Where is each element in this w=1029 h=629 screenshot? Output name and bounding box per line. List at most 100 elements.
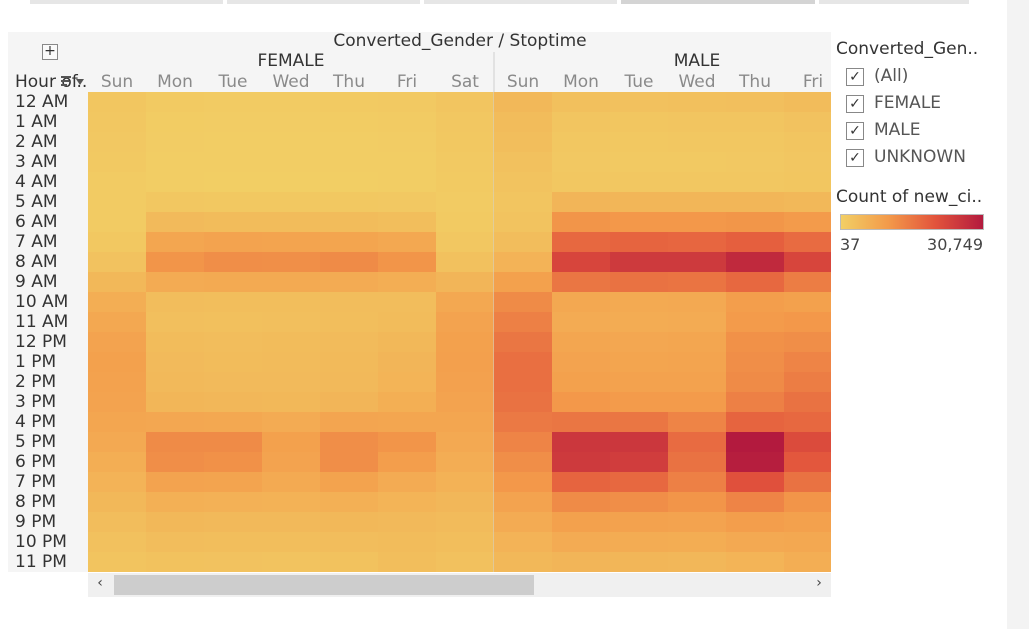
heatmap-cell[interactable] (262, 252, 320, 272)
heatmap-cell[interactable] (146, 252, 204, 272)
heatmap-cell[interactable] (378, 392, 436, 412)
heatmap-cell[interactable] (668, 92, 726, 112)
heatmap-cell[interactable] (726, 132, 784, 152)
heatmap-cell[interactable] (262, 232, 320, 252)
heatmap-cell[interactable] (320, 492, 378, 512)
heatmap-cell[interactable] (88, 452, 146, 472)
heatmap-cell[interactable] (146, 432, 204, 452)
heatmap-cell[interactable] (668, 312, 726, 332)
heatmap-cell[interactable] (262, 352, 320, 372)
heatmap-cell[interactable] (320, 352, 378, 372)
heatmap-cell[interactable] (784, 312, 831, 332)
heatmap-cell[interactable] (378, 452, 436, 472)
heatmap-cell[interactable] (436, 92, 494, 112)
heatmap-cell[interactable] (262, 132, 320, 152)
heatmap-cell[interactable] (320, 532, 378, 552)
heatmap-cell[interactable] (320, 212, 378, 232)
heatmap-cell[interactable] (494, 152, 552, 172)
heatmap-cell[interactable] (88, 552, 146, 572)
heatmap-cell[interactable] (610, 212, 668, 232)
heatmap-cell[interactable] (784, 272, 831, 292)
heatmap-cell[interactable] (784, 532, 831, 552)
scroll-right-arrow-icon[interactable]: › (816, 575, 822, 591)
heatmap-cell[interactable] (378, 412, 436, 432)
heatmap-cell[interactable] (668, 192, 726, 212)
heatmap-cell[interactable] (262, 412, 320, 432)
heatmap-cell[interactable] (552, 92, 610, 112)
heatmap-cell[interactable] (436, 472, 494, 492)
heatmap-cell[interactable] (668, 372, 726, 392)
heatmap-cell[interactable] (494, 212, 552, 232)
heatmap-cell[interactable] (726, 212, 784, 232)
heatmap-cell[interactable] (436, 512, 494, 532)
heatmap-cell[interactable] (668, 112, 726, 132)
heatmap-cell[interactable] (88, 232, 146, 252)
heatmap-cell[interactable] (494, 372, 552, 392)
heatmap-cell[interactable] (436, 272, 494, 292)
heatmap-cell[interactable] (204, 392, 262, 412)
heatmap-cell[interactable] (378, 332, 436, 352)
heatmap-cell[interactable] (610, 252, 668, 272)
checkbox-checked-icon[interactable]: ✓ (846, 122, 864, 140)
heatmap-cell[interactable] (552, 532, 610, 552)
heatmap-cell[interactable] (204, 412, 262, 432)
heatmap-cell[interactable] (610, 92, 668, 112)
heatmap-cell[interactable] (436, 552, 494, 572)
heatmap-cell[interactable] (784, 372, 831, 392)
heatmap-cell[interactable] (494, 552, 552, 572)
heatmap-cell[interactable] (784, 152, 831, 172)
heatmap-cell[interactable] (784, 512, 831, 532)
heatmap-cell[interactable] (88, 372, 146, 392)
heatmap-cell[interactable] (784, 472, 831, 492)
heatmap-cell[interactable] (784, 392, 831, 412)
heatmap-cell[interactable] (88, 512, 146, 532)
heatmap-cell[interactable] (494, 132, 552, 152)
heatmap-cell[interactable] (726, 332, 784, 352)
heatmap-cell[interactable] (320, 272, 378, 292)
heatmap-cell[interactable] (726, 172, 784, 192)
heatmap-cell[interactable] (784, 92, 831, 112)
heatmap-cell[interactable] (726, 312, 784, 332)
heatmap-cell[interactable] (610, 192, 668, 212)
heatmap-cell[interactable] (262, 532, 320, 552)
heatmap-cell[interactable] (668, 292, 726, 312)
heatmap-cell[interactable] (610, 312, 668, 332)
heatmap-cell[interactable] (784, 132, 831, 152)
heatmap-cell[interactable] (88, 292, 146, 312)
heatmap-cell[interactable] (552, 432, 610, 452)
heatmap-cell[interactable] (146, 332, 204, 352)
heatmap-cell[interactable] (668, 472, 726, 492)
heatmap-cell[interactable] (668, 252, 726, 272)
checkbox-checked-icon[interactable]: ✓ (846, 68, 864, 86)
heatmap-cell[interactable] (494, 232, 552, 252)
top-tab-active[interactable] (621, 0, 815, 4)
heatmap-cell[interactable] (146, 492, 204, 512)
heatmap-cell[interactable] (88, 312, 146, 332)
heatmap-cell[interactable] (494, 192, 552, 212)
heatmap-cell[interactable] (320, 452, 378, 472)
heatmap-cell[interactable] (204, 552, 262, 572)
heatmap-cell[interactable] (262, 92, 320, 112)
heatmap-cell[interactable] (552, 112, 610, 132)
heatmap-cell[interactable] (262, 552, 320, 572)
heatmap-cell[interactable] (88, 432, 146, 452)
heatmap-cell[interactable] (320, 192, 378, 212)
heatmap-cell[interactable] (320, 512, 378, 532)
scrollbar-thumb[interactable] (114, 575, 534, 595)
heatmap-cell[interactable] (668, 532, 726, 552)
heatmap-cell[interactable] (88, 492, 146, 512)
heatmap-cell[interactable] (320, 372, 378, 392)
heatmap-cell[interactable] (552, 212, 610, 232)
heatmap-cell[interactable] (88, 112, 146, 132)
heatmap-cell[interactable] (610, 472, 668, 492)
sort-icon[interactable] (60, 73, 86, 91)
heatmap-cell[interactable] (436, 332, 494, 352)
heatmap-cell[interactable] (146, 472, 204, 492)
heatmap-cell[interactable] (436, 212, 494, 232)
heatmap-cell[interactable] (436, 452, 494, 472)
heatmap-cell[interactable] (494, 312, 552, 332)
heatmap-cell[interactable] (436, 312, 494, 332)
heatmap-cell[interactable] (726, 92, 784, 112)
heatmap-cell[interactable] (552, 272, 610, 292)
heatmap-cell[interactable] (610, 552, 668, 572)
